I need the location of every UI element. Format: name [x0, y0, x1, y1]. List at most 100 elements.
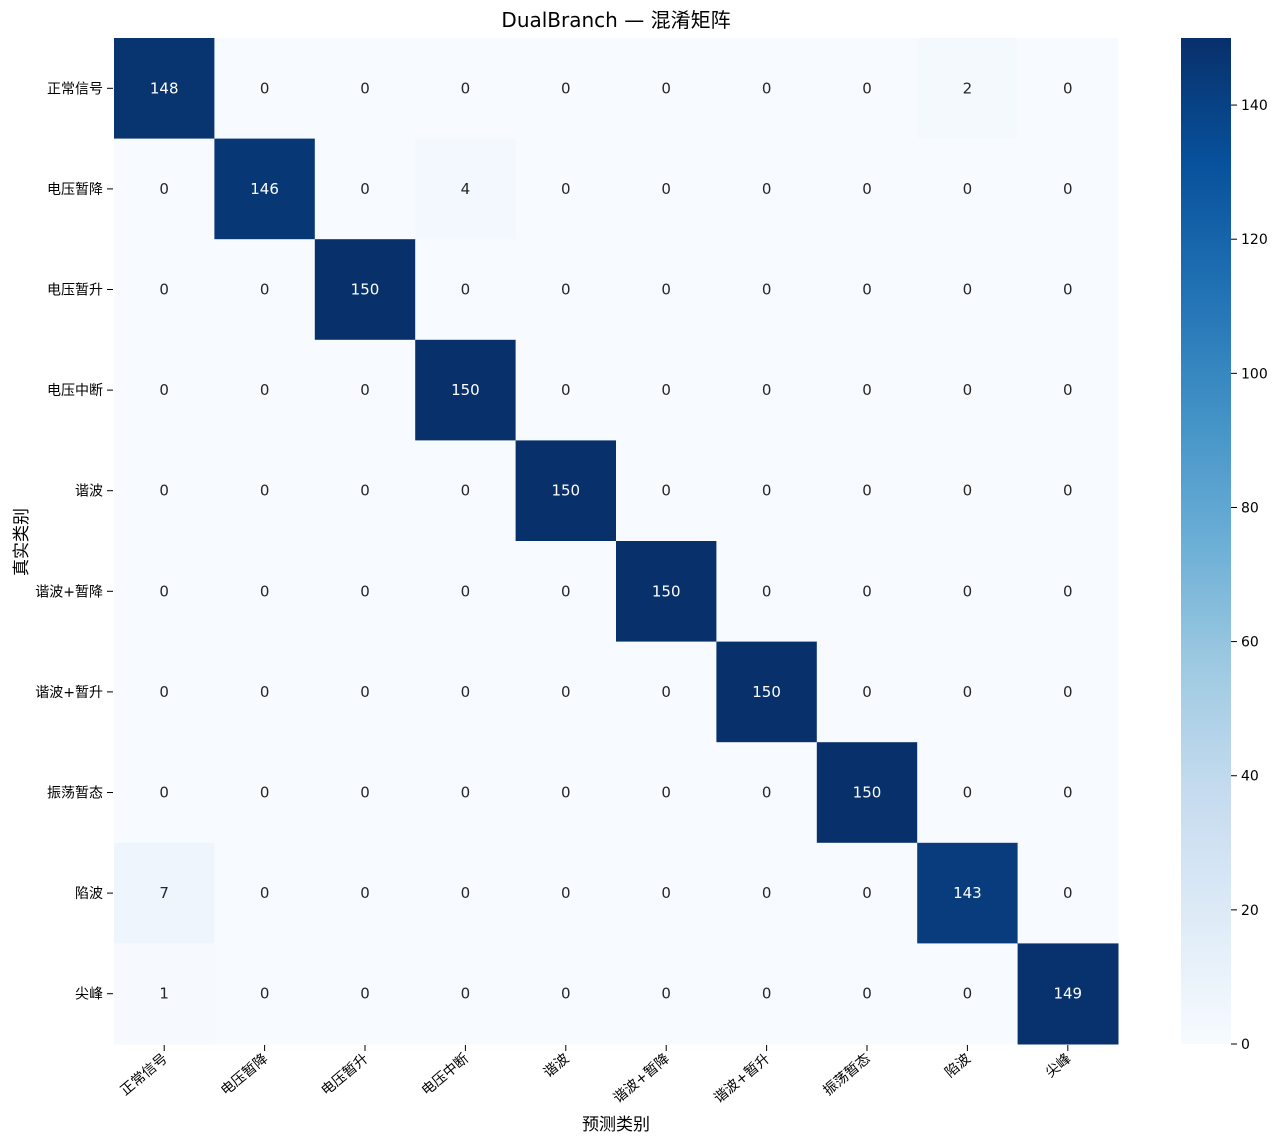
heatmap-cell [716, 38, 818, 140]
cell-value-label: 0 [762, 784, 772, 802]
heatmap-cell [917, 842, 1019, 944]
y-tick-label: 谐波 [75, 484, 103, 500]
cell-value-label: 146 [250, 180, 279, 198]
cell-value-label: 0 [159, 281, 169, 299]
cell-value-label: 150 [652, 582, 681, 600]
cell-value-label: 0 [561, 784, 571, 802]
heatmap-cell [1017, 541, 1119, 643]
cell-value-label: 0 [260, 79, 270, 97]
y-tick-label: 陷波 [75, 886, 103, 902]
colorbar-ticks: 0 20 40 60 80 100 120 140 [1231, 98, 1268, 1053]
cell-value-label: 0 [1063, 281, 1073, 299]
cell-value-label: 143 [953, 884, 982, 902]
cell-value-label: 0 [963, 381, 973, 399]
cell-value-label: 0 [862, 985, 872, 1003]
heatmap-cell [816, 541, 918, 643]
heatmap-cell [716, 641, 818, 743]
cell-value-label: 0 [159, 180, 169, 198]
heatmap-cell [415, 138, 517, 240]
cell-value-label: 0 [963, 784, 973, 802]
heatmap-cell [917, 339, 1019, 441]
cell-value-label: 0 [260, 784, 270, 802]
y-tick-label: 正常信号 [47, 81, 103, 97]
cell-value-label: 0 [862, 482, 872, 500]
heatmap-cell [917, 239, 1019, 341]
heatmap-cell [515, 641, 617, 743]
x-tick-label: 电压中断 [419, 1051, 472, 1099]
heatmap-cell [816, 38, 918, 140]
heatmap-cell [314, 742, 416, 844]
cell-value-label: 0 [260, 683, 270, 701]
heatmap-cell [515, 339, 617, 441]
y-tick-label: 谐波+暂降 [35, 584, 103, 600]
heatmap-cell [214, 943, 316, 1045]
heatmap-cell [314, 541, 416, 643]
heatmap-cell [616, 440, 717, 542]
heatmap-cell [816, 339, 918, 441]
heatmap-cell [816, 842, 918, 944]
heatmap-cell [716, 440, 818, 542]
cell-value-label: 0 [963, 281, 973, 299]
heatmap-cell [114, 943, 215, 1045]
x-axis-title: 预测类别 [582, 1115, 650, 1135]
cell-value-label: 7 [159, 884, 169, 902]
colorbar-tick-label: 40 [1241, 769, 1259, 785]
heatmap-cell [917, 440, 1019, 542]
cell-value-label: 0 [260, 281, 270, 299]
heatmap-cell [616, 742, 717, 844]
cell-value-label: 0 [762, 79, 772, 97]
heatmap-cell [114, 440, 215, 542]
heatmap-cell [816, 641, 918, 743]
cell-value-label: 0 [1063, 884, 1073, 902]
heatmap-cell [214, 842, 316, 944]
heatmap-cell [515, 842, 617, 944]
colorbar-tick-label: 100 [1241, 366, 1268, 382]
heatmap-cell [415, 239, 517, 341]
heatmap-cell [214, 138, 316, 240]
heatmap-cell [816, 943, 918, 1045]
colorbar [1181, 38, 1231, 1044]
cell-value-label: 0 [963, 482, 973, 500]
cell-value-label: 1 [159, 985, 169, 1003]
heatmap-cell [314, 339, 416, 441]
cell-value-label: 0 [661, 985, 671, 1003]
cell-value-label: 0 [159, 784, 169, 802]
heatmap-cell [415, 541, 517, 643]
heatmap-cell [1017, 943, 1119, 1045]
y-tick-label: 振荡暂态 [47, 786, 103, 802]
cell-value-label: 0 [561, 582, 571, 600]
colorbar-tick-label: 140 [1241, 98, 1268, 114]
x-tick-label: 谐波 [541, 1051, 573, 1081]
heatmap-cell [314, 38, 416, 140]
colorbar-tick-label: 80 [1241, 500, 1259, 516]
x-tick-label: 陷波 [942, 1051, 974, 1081]
x-tick-label: 尖峰 [1043, 1051, 1075, 1081]
cell-value-label: 0 [1063, 784, 1073, 802]
cell-value-label: 0 [561, 281, 571, 299]
cell-value-label: 0 [1063, 582, 1073, 600]
heatmap-cell [917, 742, 1019, 844]
cell-value-label: 0 [561, 884, 571, 902]
heatmap-cell [114, 842, 215, 944]
heatmap-cell [917, 38, 1019, 140]
cell-value-label: 0 [661, 281, 671, 299]
heatmap-cell [1017, 842, 1119, 944]
heatmap-cell [616, 138, 717, 240]
heatmap-cell [314, 943, 416, 1045]
heatmap-cell [515, 541, 617, 643]
cell-value-label: 4 [461, 180, 471, 198]
cell-value-label: 0 [561, 180, 571, 198]
cell-value-label: 0 [862, 381, 872, 399]
cell-value-label: 0 [461, 784, 471, 802]
heatmap-cell [1017, 641, 1119, 743]
cell-value-label: 0 [360, 683, 370, 701]
cell-value-label: 2 [963, 79, 973, 97]
heatmap-cell [114, 239, 215, 341]
cell-value-label: 0 [762, 281, 772, 299]
heatmap-cell [314, 239, 416, 341]
heatmap-cell [716, 842, 818, 944]
cell-value-label: 0 [360, 482, 370, 500]
colorbar-tick-label: 20 [1241, 903, 1259, 919]
heatmap-cell [716, 742, 818, 844]
